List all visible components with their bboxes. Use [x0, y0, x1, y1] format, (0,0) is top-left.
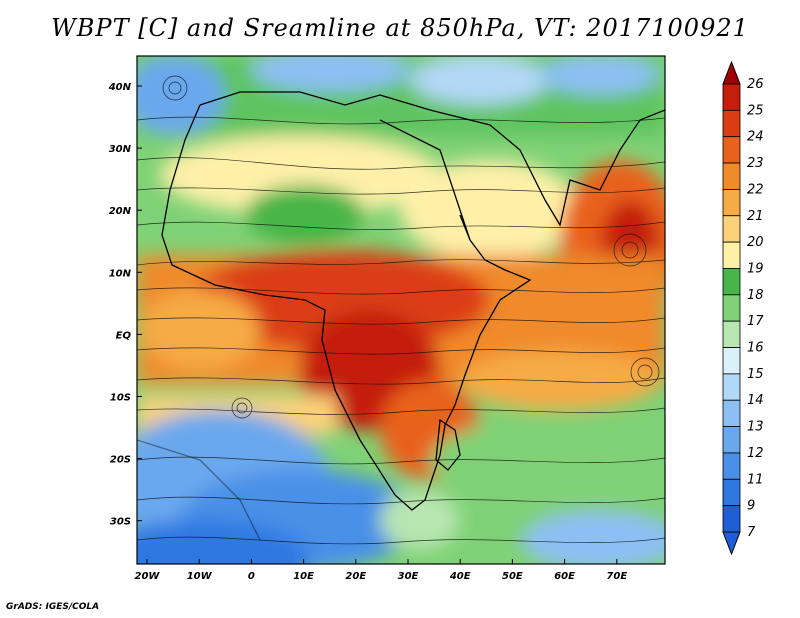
colorbar-swatch [722, 189, 741, 217]
lon-tick-label: 60E [554, 571, 575, 582]
lon-tick-label: 70E [606, 571, 627, 582]
colorbar-swatch [722, 347, 741, 375]
lat-tick-label: EQ [116, 330, 132, 341]
wbpt-shading [137, 56, 665, 564]
colorbar-label: 20 [747, 235, 764, 250]
colorbar-label: 15 [747, 367, 764, 382]
colorbar-min-arrow [722, 531, 741, 556]
colorbar-swatch [722, 109, 741, 138]
map-frame [136, 55, 666, 565]
colorbar-label: 19 [747, 261, 764, 276]
colorbar: 7 9 11 12 13 14 15 16 17 18 19 20 21 22 23 24 25 26 [722, 60, 764, 556]
lon-tick-label: 10E [293, 571, 314, 582]
colorbar-label: 9 [747, 499, 755, 514]
colorbar-label: 11 [747, 472, 764, 487]
colorbar-label: 23 [747, 156, 764, 171]
lat-tick-label: 20N [109, 206, 132, 217]
latitude-axis: 40N 30N 20N 10N EQ 10S 20S 30S [108, 82, 142, 528]
lon-tick-label: 50E [502, 571, 523, 582]
colorbar-label: 26 [747, 77, 764, 92]
coastlines [137, 91, 665, 541]
colorbar-label: 18 [747, 288, 764, 303]
lat-tick-label: 20S [110, 455, 131, 466]
colorbar-label: 22 [747, 182, 764, 197]
colorbar-swatch [722, 215, 741, 243]
colorbar-swatch [722, 452, 741, 480]
lat-tick-label: 40N [108, 82, 132, 93]
colorbar-swatch [722, 478, 741, 507]
colorbar-label: 12 [747, 446, 764, 461]
lon-tick-label: 10W [187, 571, 213, 582]
colorbar-swatch [722, 162, 741, 190]
colorbar-swatch [722, 294, 741, 322]
colorbar-label: 25 [747, 103, 764, 118]
credit-text: GrADS: IGES/COLA [6, 602, 100, 612]
colorbar-swatch [722, 399, 741, 427]
colorbar-swatch [722, 268, 741, 296]
colorbar-label: 14 [747, 393, 764, 408]
lon-tick-label: 0 [248, 571, 255, 582]
lat-tick-label: 10S [110, 393, 131, 404]
lon-tick-label: 40E [449, 571, 471, 582]
lon-tick-label: 20E [345, 571, 366, 582]
colorbar-max-arrow [722, 60, 741, 85]
lon-tick-label: 20W [135, 571, 161, 582]
colorbar-label: 16 [747, 341, 764, 356]
lon-tick-label: 30E [398, 571, 419, 582]
lat-tick-label: 30N [109, 144, 132, 155]
colorbar-swatch [722, 373, 741, 401]
colorbar-label: 7 [747, 525, 756, 540]
colorbar-label: 13 [747, 420, 764, 435]
page-title: WBPT [C] and Sreamline at 850hPa, VT: 20… [51, 14, 749, 42]
colorbar-swatch [722, 505, 741, 533]
lat-tick-label: 30S [110, 517, 131, 528]
lat-tick-label: 10N [109, 268, 132, 279]
colorbar-swatch [722, 136, 741, 164]
colorbar-label: 24 [747, 130, 764, 145]
colorbar-swatch [722, 241, 741, 269]
colorbar-label: 21 [747, 209, 764, 224]
longitude-axis: 20W 10W 0 10E 20E 30E 40E 50E 60E 70E [135, 559, 627, 582]
colorbar-label: 17 [747, 314, 764, 329]
colorbar-swatch [722, 320, 741, 348]
streamlines [137, 75, 665, 545]
colorbar-swatch [722, 83, 741, 111]
colorbar-swatch [722, 426, 741, 454]
